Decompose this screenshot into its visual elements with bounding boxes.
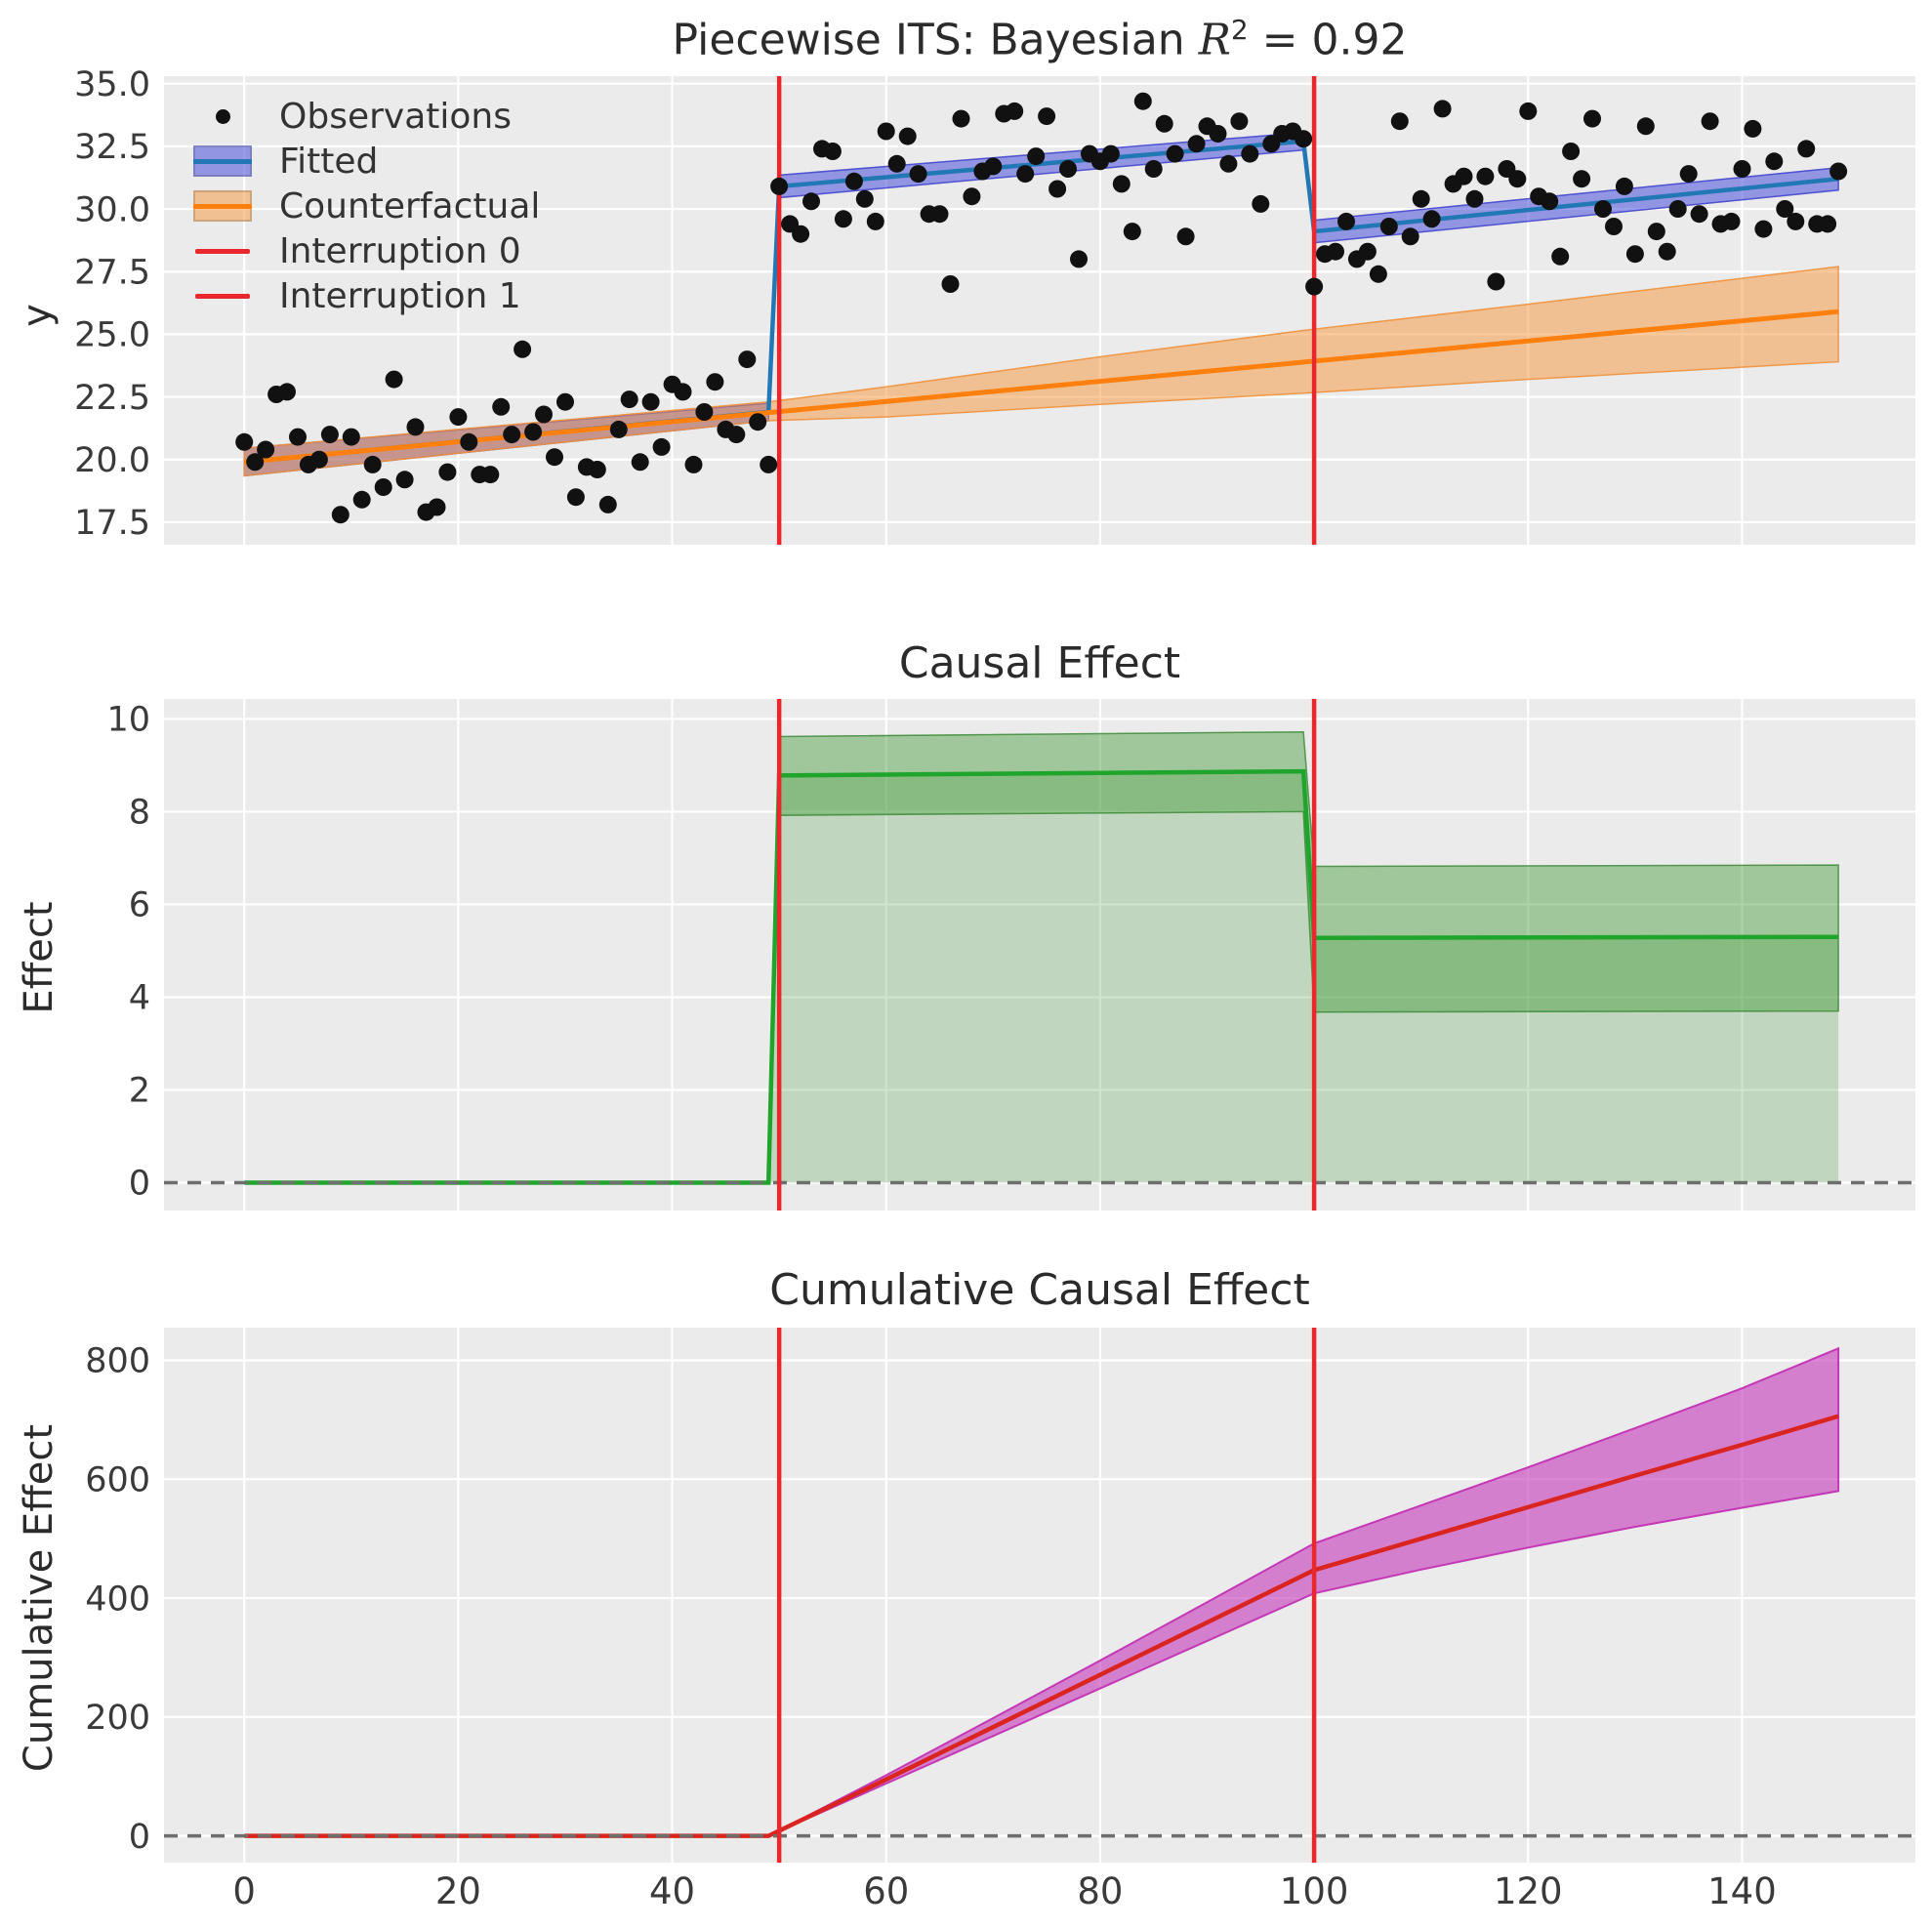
x-tick-label: 120	[1494, 1870, 1563, 1912]
x-tick-label: 20	[435, 1870, 481, 1912]
title-value: = 0.92	[1248, 15, 1408, 65]
observations-dot-icon	[191, 108, 254, 124]
legend-item-fitted: Fitted	[191, 139, 540, 184]
effect-zero-fill	[244, 771, 1839, 1183]
y-tick-label: 27.5	[74, 253, 150, 292]
y-tick-label: 8	[129, 794, 150, 833]
x-tick-label: 60	[863, 1870, 909, 1912]
y-tick-label: 6	[129, 886, 150, 925]
cumulative-hdi-band	[244, 1346, 1840, 1837]
legend-item-counterfactual: Counterfactual	[191, 184, 540, 228]
y-tick-label: 35.0	[74, 65, 150, 104]
y-tick-label: 32.5	[74, 128, 150, 167]
plot-background	[164, 699, 1915, 1211]
y-tick-label: 200	[85, 1699, 150, 1738]
bottom-y-axis-label: Cumulative Effect	[17, 1423, 62, 1773]
y-tick-label: 17.5	[74, 504, 150, 543]
top-y-axis-label: y	[15, 304, 60, 327]
y-tick-label: 10	[106, 701, 150, 740]
y-tick-label: 800	[85, 1342, 150, 1381]
x-tick-label: 80	[1077, 1870, 1123, 1912]
y-tick-label: 600	[85, 1461, 150, 1500]
x-tick-labels: 0 20 40 60 80 100 120 140	[232, 1870, 1776, 1912]
y-tick-label: 22.5	[74, 379, 150, 418]
title-r-symbol: R	[1198, 15, 1231, 65]
y-tick-label: 25.0	[74, 316, 150, 355]
cumulative-causal-effect-plot: 0 200 400 600 800	[85, 1328, 1915, 1863]
observations-scatter	[235, 92, 1848, 524]
legend-item-interruption-1: Interruption 1	[191, 273, 540, 318]
fitted-band-icon	[191, 145, 254, 177]
x-tick-label: 40	[649, 1870, 695, 1912]
y-tick-label: 20.0	[74, 441, 150, 480]
piecewise-its-plot: 17.5 20.0 22.5 25.0 27.5 30.0 32.5 35.0	[74, 65, 1915, 545]
legend-label: Interruption 1	[279, 275, 521, 316]
x-tick-label: 100	[1280, 1870, 1349, 1912]
cumulative-line	[244, 1414, 1839, 1838]
y-tick-label: 30.0	[74, 190, 150, 229]
title-text: Piecewise ITS: Bayesian	[672, 15, 1199, 65]
legend: Observations Fitted Counterfactual Inter…	[191, 94, 540, 318]
legend-label: Counterfactual	[279, 185, 541, 226]
interruption-line-icon	[191, 248, 254, 254]
legend-item-interruption-0: Interruption 0	[191, 228, 540, 273]
legend-item-observations: Observations	[191, 94, 540, 139]
plot-background	[164, 1328, 1915, 1863]
y-tick-label: 2	[129, 1072, 150, 1111]
legend-label: Fitted	[279, 141, 379, 182]
title-exponent: 2	[1230, 14, 1249, 46]
y-tick-label: 4	[129, 979, 150, 1018]
interruption-line-icon	[191, 293, 254, 299]
middle-plot-title: Causal Effect	[898, 638, 1181, 688]
counterfactual-band-icon	[191, 190, 254, 222]
y-tick-label: 400	[85, 1580, 150, 1619]
x-tick-label: 0	[232, 1870, 256, 1912]
x-tick-label: 140	[1707, 1870, 1777, 1912]
top-plot-title: Piecewise ITS: Bayesian R2 = 0.92	[164, 14, 1915, 65]
bottom-plot-title: Cumulative Causal Effect	[769, 1265, 1310, 1315]
causal-effect-plot: 0 2 4 6 8 10	[106, 699, 1915, 1211]
legend-label: Interruption 0	[279, 230, 521, 271]
legend-label: Observations	[279, 96, 512, 137]
y-tick-label: 0	[129, 1165, 150, 1204]
y-tick-label: 0	[129, 1818, 150, 1857]
middle-y-axis-label: Effect	[17, 901, 62, 1014]
